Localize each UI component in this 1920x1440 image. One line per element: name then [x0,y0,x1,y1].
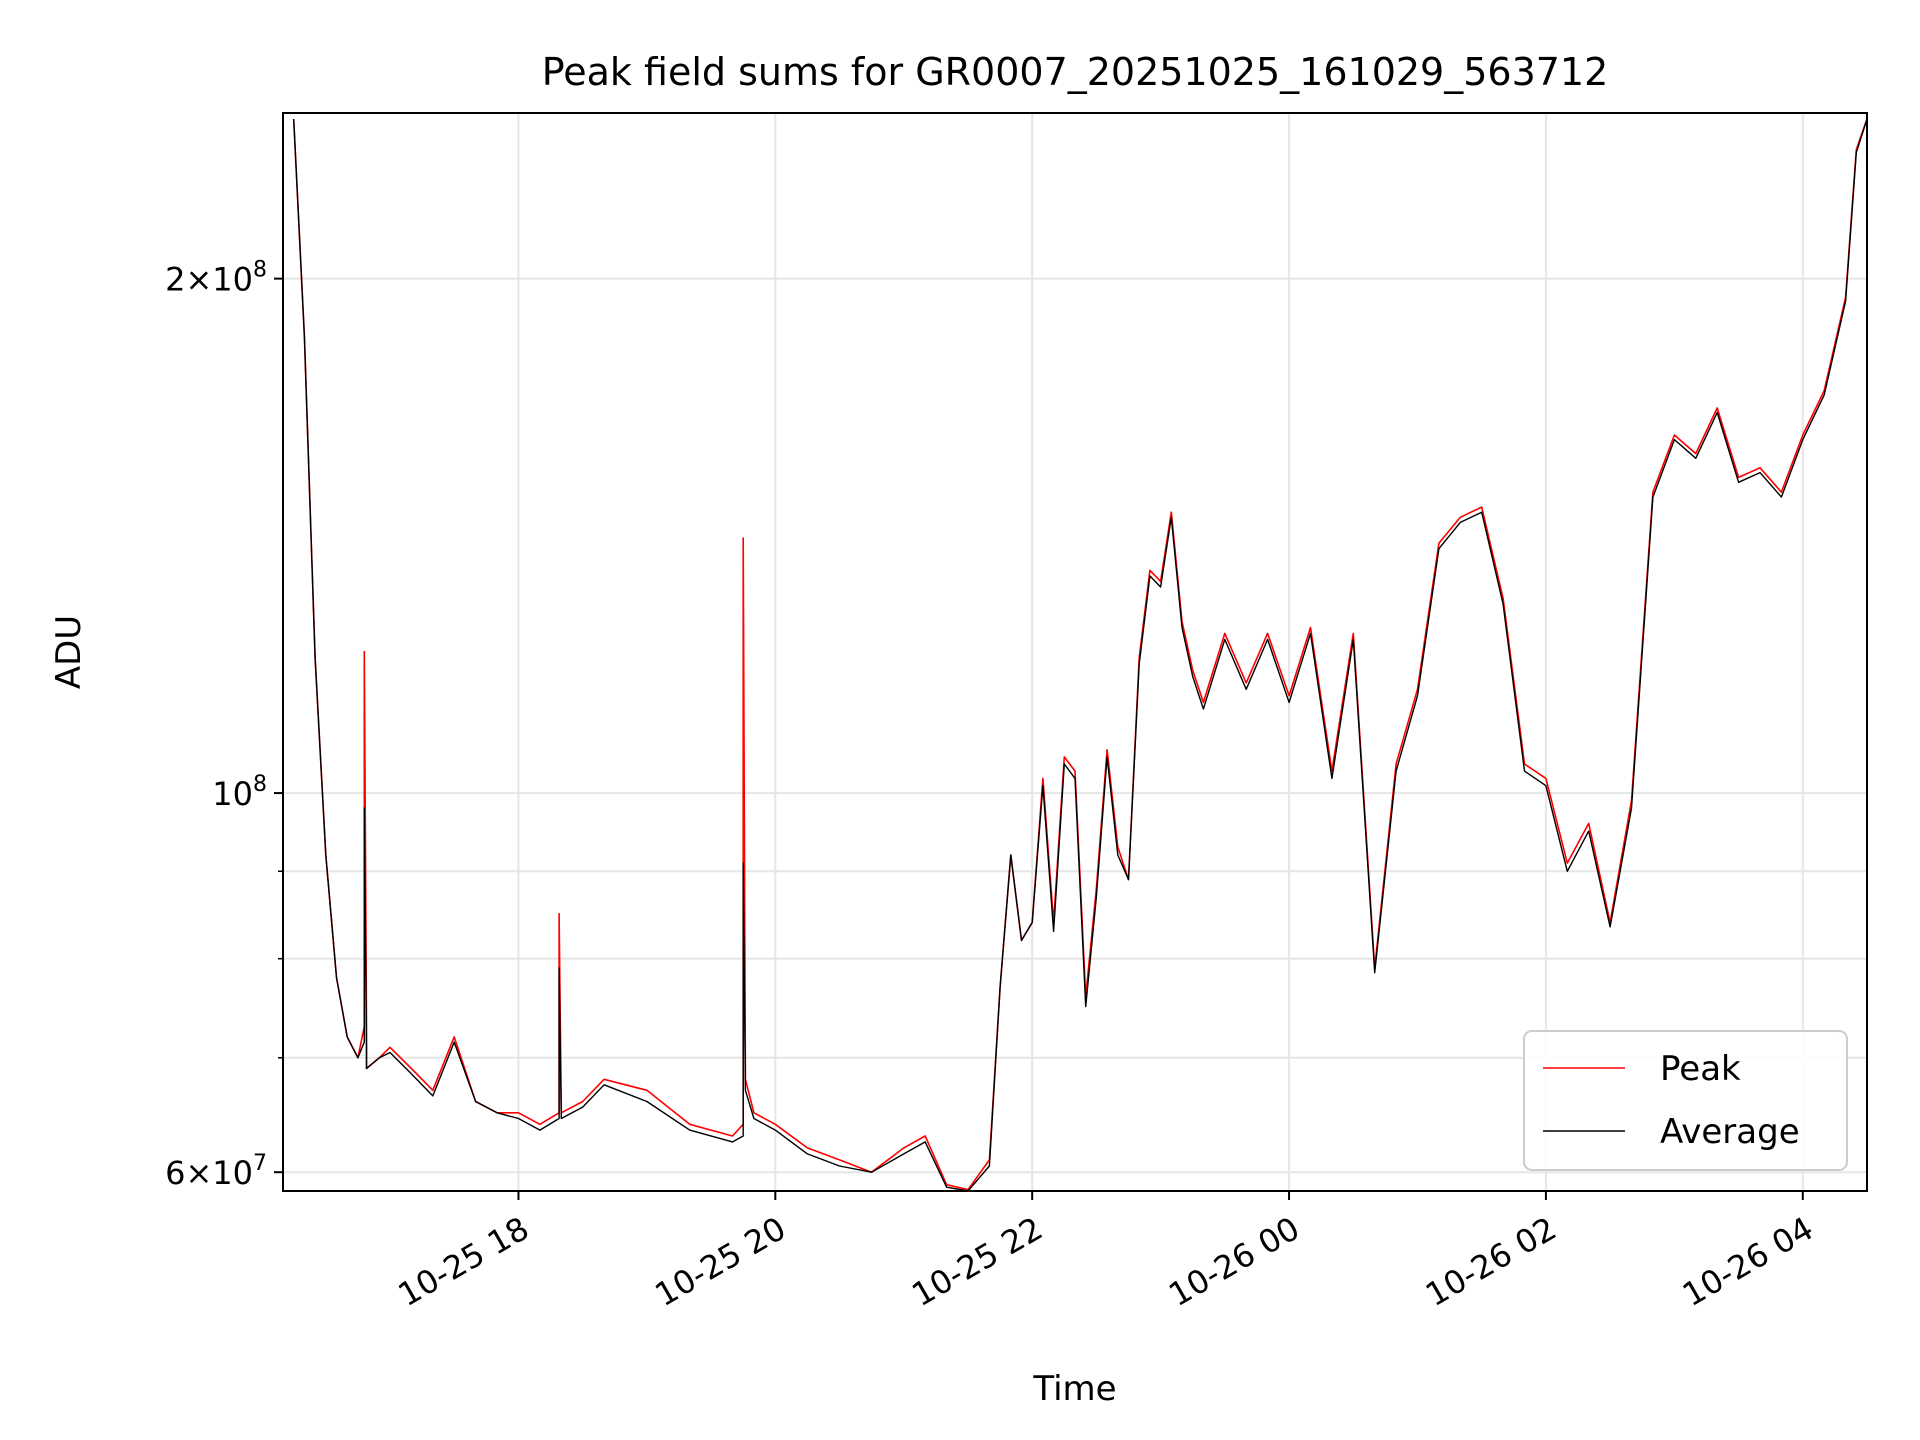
y-axis-label: ADU [49,615,89,689]
y-tick-exponent: 8 [253,772,267,797]
legend: Peak Average [1523,1030,1848,1171]
y-tick-base: 10 [212,1154,253,1192]
y-tick-label: 6×107 [165,1151,267,1192]
legend-label-peak: Peak [1660,1049,1741,1089]
x-tick-label: 10-25 22 [905,1209,1049,1314]
y-tick-base: 10 [212,261,253,299]
x-tick-label: 10-25 18 [392,1209,536,1314]
x-tick-label: 10-26 00 [1162,1209,1306,1314]
y-tick-label: 2×108 [165,258,267,299]
y-tick-base: 10 [212,775,253,813]
x-axis: 10-25 18 10-25 20 10-25 22 10-26 00 10-26 02… [392,1191,1820,1314]
y-tick-mantissa: 6 [165,1154,185,1192]
y-tick-times: × [185,1154,212,1192]
y-tick-exponent: 8 [253,258,267,283]
series-line-average [293,118,1867,1191]
plot-area [283,113,1867,1191]
y-tick-exponent: 7 [253,1151,267,1176]
grid-lines [283,113,1867,1191]
legend-box [1523,1030,1848,1171]
y-tick-times: × [185,261,212,299]
x-tick-label: 10-25 20 [649,1209,793,1314]
series-layer [292,118,1867,1191]
legend-label-average: Average [1660,1112,1800,1152]
x-axis-label: Time [1032,1369,1116,1409]
y-tick-label: 108 [212,772,267,813]
y-tick-mantissa: 2 [165,261,185,299]
x-tick-label: 10-26 02 [1419,1209,1563,1314]
x-tick-label: 10-26 04 [1676,1209,1820,1314]
axes-frame [282,112,1868,1192]
chart-title: Peak field sums for GR0007_20251025_1610… [542,50,1609,94]
